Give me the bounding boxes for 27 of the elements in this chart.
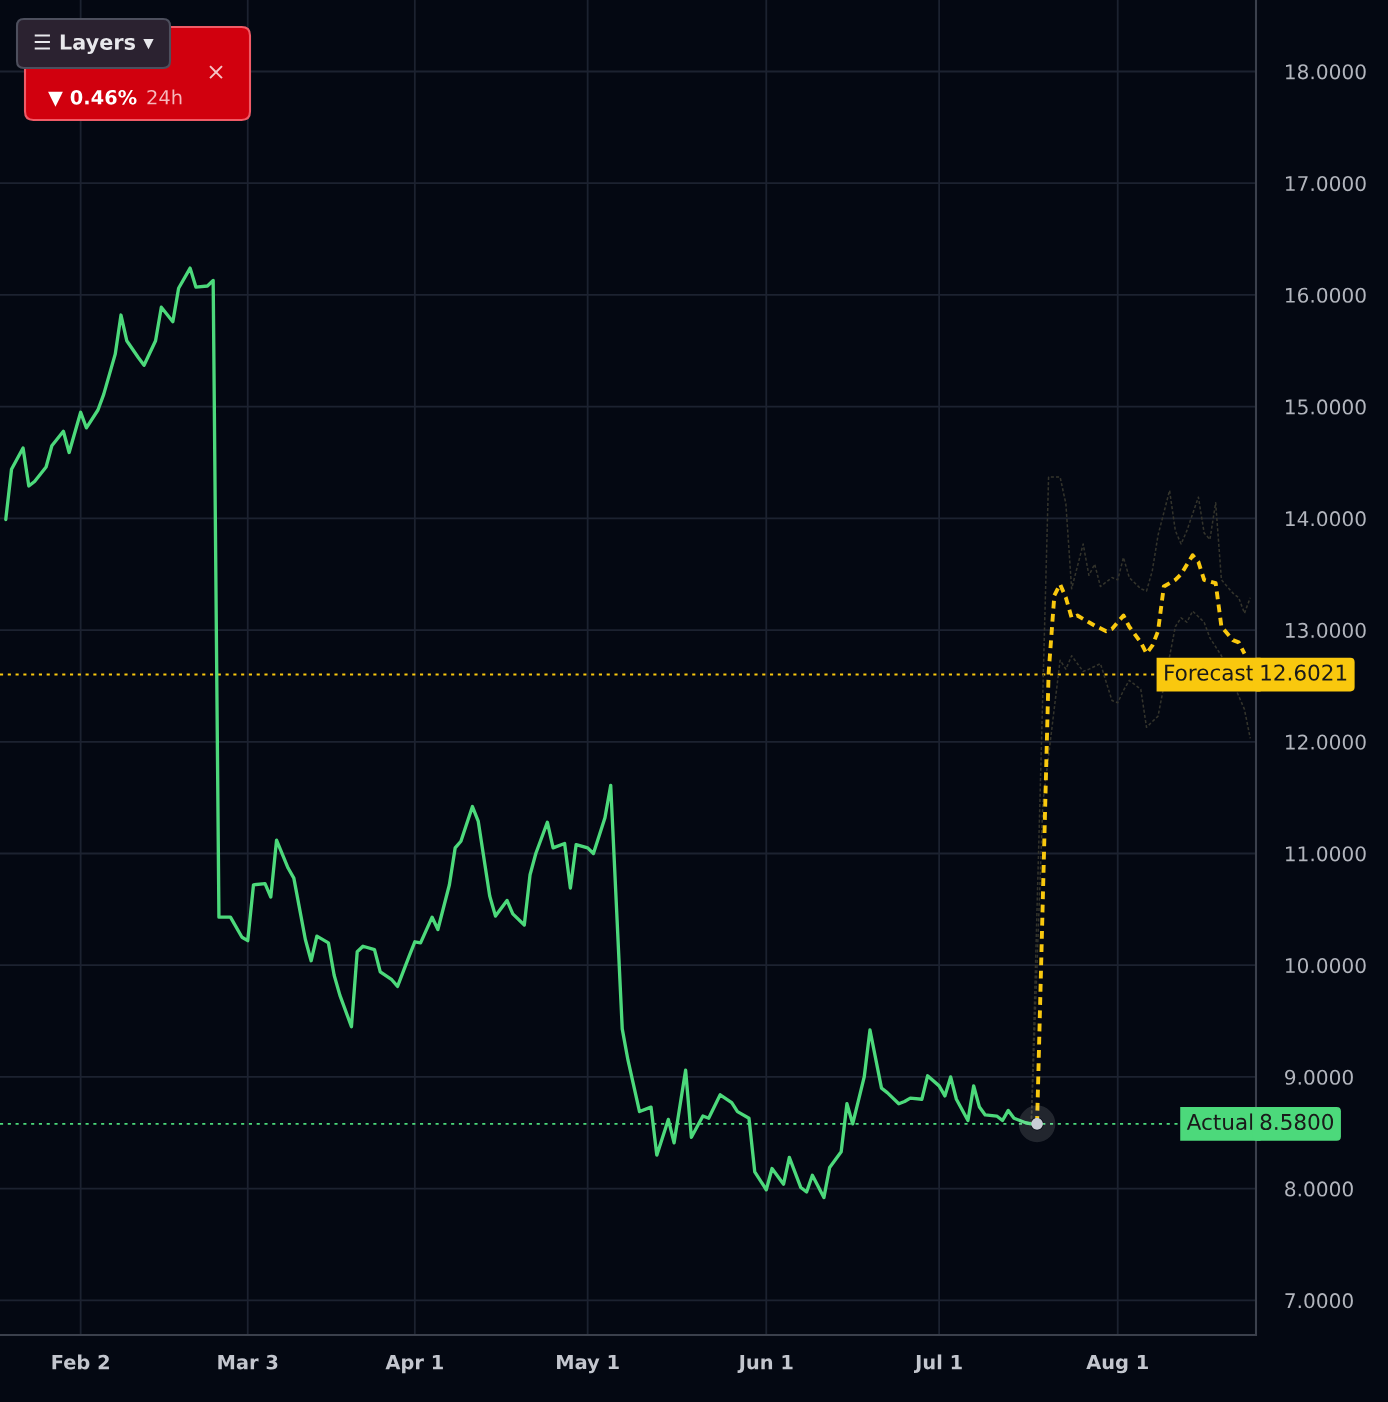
annotation: ▼ 0.46% (48, 89, 137, 107)
ref-line-label: Forecast (1165, 664, 1254, 681)
x-tick-label: Mar 3 (218, 1354, 278, 1370)
y-tick-label: 17.0000 (1285, 175, 1366, 192)
y-tick-label: 10.0000 (1285, 957, 1366, 974)
x-tick-label: Feb 2 (52, 1354, 109, 1370)
y-tick-label: 18.0000 (1285, 64, 1366, 80)
y-tick-label: 7.0000 (1285, 1293, 1353, 1309)
x-tick-label: Jun 1 (737, 1355, 793, 1374)
y-tick-label: 8.0000 (1285, 1181, 1353, 1197)
y-tick-label: 16.0000 (1285, 287, 1366, 303)
y-tick-label: 14.0000 (1285, 511, 1366, 527)
ref-line-label: Actual (1186, 1113, 1253, 1131)
text: 12.6021 (1261, 664, 1347, 681)
y-tick-label: 13.0000 (1285, 622, 1366, 639)
x-tick-label: Aug 1 (1086, 1354, 1148, 1374)
y-tick-label: 11.0000 (1285, 846, 1366, 862)
y-tick-label: 9.0000 (1285, 1069, 1353, 1085)
annotation: 24h (147, 89, 182, 105)
x-tick-label: Jul 1 (914, 1354, 962, 1374)
x-tick-label: May 1 (557, 1354, 619, 1374)
text: 8.5800 (1260, 1113, 1334, 1131)
annotation: × (209, 65, 223, 79)
y-tick-label: 12.0000 (1285, 734, 1366, 750)
annotation: ☰ Layers ▾ (34, 34, 154, 55)
y-tick-label: 15.0000 (1285, 399, 1366, 415)
x-tick-label: Apr 1 (385, 1355, 443, 1374)
